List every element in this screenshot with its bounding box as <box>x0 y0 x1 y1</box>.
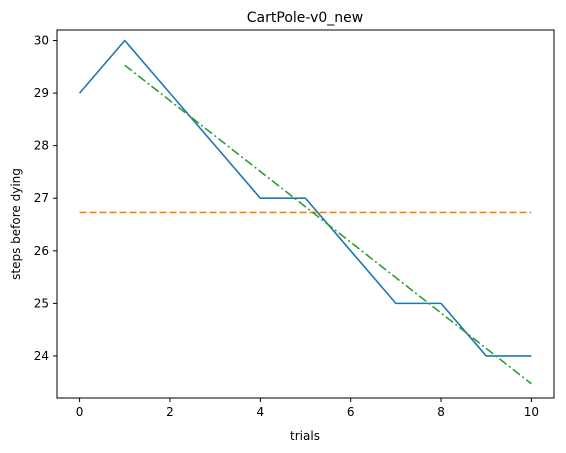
x-tick-label: 0 <box>76 405 84 419</box>
y-tick-label: 25 <box>34 296 49 310</box>
y-axis-label: steps before dying <box>9 168 23 280</box>
y-tick-label: 26 <box>34 244 49 258</box>
x-tick-label: 2 <box>166 405 174 419</box>
x-tick-label: 6 <box>347 405 355 419</box>
y-tick-label: 30 <box>34 34 49 48</box>
series-line-3 <box>124 64 532 385</box>
y-tick-label: 28 <box>34 139 49 153</box>
plot-frame <box>56 29 555 399</box>
chart-title: CartPole-v0_new <box>247 10 363 26</box>
y-tick-label: 29 <box>34 86 49 100</box>
y-tick-label: 24 <box>34 349 49 363</box>
series-line-1 <box>78 39 532 357</box>
x-tick-label: 8 <box>437 405 445 419</box>
x-tick-label: 4 <box>256 405 264 419</box>
x-tick-label: 10 <box>524 405 539 419</box>
x-axis-label: trials <box>290 429 320 443</box>
y-tick-label: 27 <box>34 191 49 205</box>
